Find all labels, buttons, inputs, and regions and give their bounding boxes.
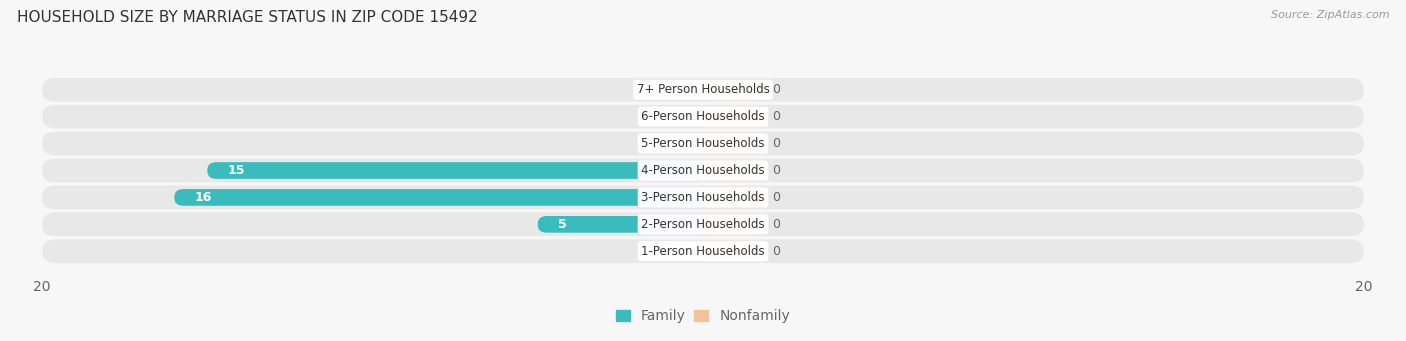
FancyBboxPatch shape [174, 189, 703, 206]
FancyBboxPatch shape [207, 162, 703, 179]
Text: 0: 0 [685, 83, 693, 96]
Text: 16: 16 [194, 191, 211, 204]
FancyBboxPatch shape [703, 216, 762, 233]
Text: 7+ Person Households: 7+ Person Households [637, 83, 769, 96]
FancyBboxPatch shape [537, 216, 703, 233]
FancyBboxPatch shape [42, 132, 1364, 155]
Text: 0: 0 [772, 245, 780, 258]
Text: 0: 0 [772, 137, 780, 150]
FancyBboxPatch shape [703, 108, 762, 125]
FancyBboxPatch shape [42, 239, 1364, 263]
Text: 0: 0 [772, 191, 780, 204]
FancyBboxPatch shape [703, 162, 762, 179]
Text: 5-Person Households: 5-Person Households [641, 137, 765, 150]
FancyBboxPatch shape [42, 159, 1364, 182]
Text: 0: 0 [772, 83, 780, 96]
Text: 0: 0 [772, 110, 780, 123]
FancyBboxPatch shape [42, 78, 1364, 102]
FancyBboxPatch shape [703, 81, 762, 98]
Text: HOUSEHOLD SIZE BY MARRIAGE STATUS IN ZIP CODE 15492: HOUSEHOLD SIZE BY MARRIAGE STATUS IN ZIP… [17, 10, 478, 25]
Text: 15: 15 [228, 164, 245, 177]
Text: 6-Person Households: 6-Person Households [641, 110, 765, 123]
FancyBboxPatch shape [703, 189, 762, 206]
FancyBboxPatch shape [703, 243, 762, 260]
Text: 1-Person Households: 1-Person Households [641, 245, 765, 258]
Text: Source: ZipAtlas.com: Source: ZipAtlas.com [1271, 10, 1389, 20]
Text: 0: 0 [685, 245, 693, 258]
Text: 0: 0 [685, 137, 693, 150]
Text: 0: 0 [772, 218, 780, 231]
Text: 4-Person Households: 4-Person Households [641, 164, 765, 177]
Text: 0: 0 [772, 164, 780, 177]
Legend: Family, Nonfamily: Family, Nonfamily [616, 309, 790, 323]
FancyBboxPatch shape [703, 135, 762, 152]
FancyBboxPatch shape [42, 186, 1364, 209]
Text: 0: 0 [685, 110, 693, 123]
FancyBboxPatch shape [42, 212, 1364, 236]
Text: 3-Person Households: 3-Person Households [641, 191, 765, 204]
Text: 5: 5 [558, 218, 567, 231]
FancyBboxPatch shape [42, 105, 1364, 129]
Text: 2-Person Households: 2-Person Households [641, 218, 765, 231]
